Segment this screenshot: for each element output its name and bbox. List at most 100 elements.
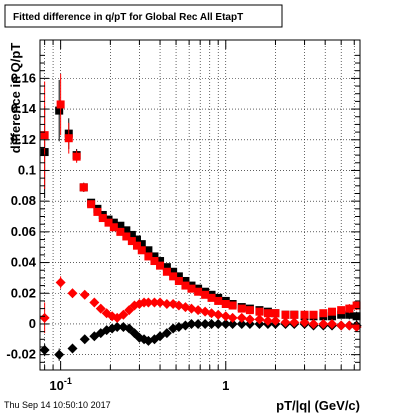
data-point-diamond bbox=[67, 343, 78, 354]
data-point-square bbox=[122, 226, 131, 235]
data-point-diamond bbox=[193, 305, 204, 316]
data-point-diamond bbox=[220, 311, 231, 322]
axes: -0.02 0 0.02 0.04 0.06 0.08 0.1 0.12 0.14 0.16 10-… bbox=[6, 40, 360, 393]
data-point-diamond bbox=[161, 328, 172, 339]
data-point-square bbox=[281, 310, 290, 319]
data-point-square bbox=[104, 218, 113, 227]
data-point-diamond bbox=[262, 315, 273, 326]
data-point-diamond bbox=[95, 303, 106, 314]
data-point-diamond bbox=[79, 289, 90, 300]
data-point-square bbox=[255, 307, 264, 316]
grid bbox=[40, 40, 360, 370]
x-tick-label: 10-1 bbox=[49, 376, 71, 393]
data-point-diamond bbox=[155, 297, 166, 308]
y-tick-label: 0.08 bbox=[11, 193, 36, 208]
data-point-square bbox=[127, 230, 136, 239]
data-point-square bbox=[162, 267, 171, 276]
data-point-diamond bbox=[173, 322, 184, 333]
data-point-square bbox=[127, 237, 136, 246]
data-point-diamond bbox=[344, 320, 355, 331]
y-tick-label: 0.02 bbox=[11, 285, 36, 300]
data-point-square bbox=[328, 312, 337, 321]
y-tick-label: 0.04 bbox=[11, 255, 37, 270]
data-point-square bbox=[144, 252, 153, 261]
data-point-square bbox=[271, 309, 280, 318]
data-point-square bbox=[174, 276, 183, 285]
y-tick-label: 0.1 bbox=[18, 162, 36, 177]
data-point-square bbox=[56, 100, 65, 109]
data-point-square bbox=[263, 309, 272, 318]
data-point-square bbox=[132, 241, 141, 250]
data-point-square bbox=[194, 287, 203, 296]
data-point-square bbox=[98, 214, 107, 223]
data-point-square bbox=[309, 310, 318, 319]
data-point-diamond bbox=[244, 314, 255, 325]
data-point-square bbox=[93, 207, 102, 216]
data-point-diamond bbox=[227, 318, 238, 329]
data-point-square bbox=[290, 310, 299, 319]
data-point-diamond bbox=[193, 318, 204, 329]
data-point-square bbox=[345, 310, 354, 319]
data-point-diamond bbox=[186, 303, 197, 314]
data-point-square bbox=[181, 276, 190, 285]
y-tick-label: -0.02 bbox=[6, 347, 36, 362]
title-box: Fitted difference in q/pT for Global Rec… bbox=[4, 4, 283, 28]
data-point-square bbox=[319, 309, 328, 318]
data-point-diamond bbox=[206, 318, 217, 329]
data-point-diamond bbox=[55, 277, 66, 288]
title-box-frame bbox=[4, 4, 283, 28]
data-point-square bbox=[156, 257, 165, 266]
y-tick-label: 0.06 bbox=[11, 224, 36, 239]
data-point-square bbox=[245, 306, 254, 315]
data-point-square bbox=[228, 301, 237, 310]
data-point-diamond bbox=[54, 349, 65, 360]
data-point-diamond bbox=[67, 288, 78, 299]
y-tick-label: 0 bbox=[29, 316, 36, 331]
data-point-diamond bbox=[39, 345, 50, 356]
data-point-square bbox=[169, 272, 178, 281]
data-point-square bbox=[122, 232, 131, 241]
y-axis-label: difference in Q/pT bbox=[8, 43, 23, 154]
data-point-diamond bbox=[89, 297, 100, 308]
y-tick-label: 0.14 bbox=[11, 101, 37, 116]
data-point-square bbox=[214, 296, 223, 305]
data-series bbox=[39, 73, 362, 361]
data-point-square bbox=[207, 293, 216, 302]
data-point-diamond bbox=[227, 312, 238, 323]
y-tick-label: 0.16 bbox=[11, 70, 36, 85]
chart-title: Fitted difference in q/pT for Global Rec… bbox=[13, 12, 243, 23]
data-point-square bbox=[187, 284, 196, 293]
data-point-square bbox=[144, 246, 153, 255]
data-point-diamond bbox=[270, 315, 281, 326]
data-point-diamond bbox=[308, 318, 319, 329]
data-point-diamond bbox=[112, 322, 123, 333]
data-point-diamond bbox=[299, 317, 310, 328]
data-point-diamond bbox=[79, 334, 90, 345]
data-point-square bbox=[79, 183, 88, 192]
data-point-diamond bbox=[236, 312, 247, 323]
series-3 bbox=[39, 276, 362, 334]
data-point-square bbox=[137, 240, 146, 249]
data-point-diamond bbox=[254, 314, 265, 325]
data-point-square bbox=[169, 267, 178, 276]
data-point-diamond bbox=[118, 309, 129, 320]
data-point-diamond bbox=[206, 308, 217, 319]
data-point-square bbox=[174, 272, 183, 281]
x-tick-label: 1 bbox=[222, 378, 229, 393]
data-point-diamond bbox=[280, 317, 291, 328]
timestamp: Thu Sep 14 10:50:10 2017 bbox=[4, 400, 111, 410]
data-point-diamond bbox=[327, 318, 338, 329]
data-point-square bbox=[116, 221, 125, 230]
data-point-diamond bbox=[318, 318, 329, 329]
data-point-square bbox=[72, 152, 81, 161]
data-point-square bbox=[345, 304, 354, 313]
data-point-square bbox=[109, 223, 118, 232]
data-point-square bbox=[40, 131, 49, 140]
data-point-square bbox=[328, 307, 337, 316]
data-point-diamond bbox=[173, 300, 184, 311]
data-point-square bbox=[337, 310, 346, 319]
data-point-diamond bbox=[39, 312, 50, 323]
data-point-square bbox=[64, 134, 73, 143]
